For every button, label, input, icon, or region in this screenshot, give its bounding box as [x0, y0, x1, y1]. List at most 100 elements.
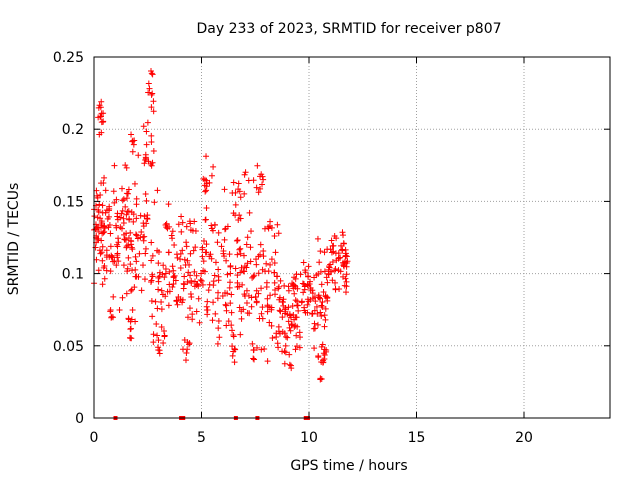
data-point — [293, 343, 300, 350]
data-point — [226, 251, 233, 258]
data-point — [114, 241, 121, 248]
data-point — [269, 335, 276, 342]
data-point — [93, 192, 100, 199]
data-point — [343, 278, 350, 285]
data-point — [149, 71, 156, 78]
data-point — [283, 333, 290, 340]
data-point — [195, 295, 202, 302]
data-point — [159, 271, 166, 278]
data-point — [138, 229, 145, 236]
data-point — [235, 186, 242, 193]
data-point — [343, 271, 350, 278]
data-point — [101, 223, 108, 230]
data-point — [245, 292, 252, 299]
data-point — [153, 321, 160, 328]
data-point — [318, 343, 325, 350]
data-point — [126, 216, 133, 223]
data-point — [258, 171, 265, 178]
data-point — [293, 332, 300, 339]
data-point — [179, 299, 186, 306]
data-point — [336, 254, 343, 261]
data-point — [309, 290, 316, 297]
data-point — [149, 313, 156, 320]
data-point — [198, 270, 205, 277]
data-point — [223, 307, 230, 314]
data-point — [170, 273, 177, 280]
data-point — [231, 359, 238, 366]
data-point — [122, 203, 129, 210]
data-point — [318, 313, 325, 320]
data-point — [260, 176, 267, 183]
data-point — [92, 244, 99, 251]
data-point — [254, 162, 261, 169]
data-point — [173, 297, 180, 304]
data-point — [235, 180, 242, 187]
data-point — [132, 266, 139, 273]
data-point — [250, 177, 257, 184]
data-point — [206, 281, 213, 288]
data-point — [215, 273, 222, 280]
data-point — [275, 283, 282, 290]
data-point — [238, 315, 245, 322]
y-tick-label: 0.1 — [62, 267, 84, 283]
y-tick-label: 0.2 — [62, 122, 84, 138]
data-point — [203, 241, 210, 248]
data-point — [175, 221, 182, 228]
data-point — [304, 309, 311, 316]
data-point — [264, 295, 271, 302]
data-point — [311, 294, 318, 301]
data-point — [140, 237, 147, 244]
data-point — [314, 235, 321, 242]
data-point — [119, 197, 126, 204]
data-point — [93, 225, 100, 232]
data-point — [158, 299, 165, 306]
data-point — [250, 273, 257, 280]
data-point — [199, 244, 206, 251]
data-point — [342, 258, 349, 265]
data-point — [211, 222, 218, 229]
data-point — [251, 356, 258, 363]
data-point — [148, 298, 155, 305]
data-point — [135, 152, 142, 159]
data-point — [123, 290, 130, 297]
data-point — [137, 212, 144, 219]
data-point — [248, 228, 255, 235]
x-tick-label: 5 — [197, 430, 206, 446]
data-point — [212, 259, 219, 266]
data-point — [110, 188, 117, 195]
data-point — [174, 301, 181, 308]
data-point — [313, 303, 320, 310]
data-point — [123, 243, 130, 250]
data-point — [132, 253, 139, 260]
data-point — [234, 251, 241, 258]
data-point — [148, 257, 155, 264]
data-point — [300, 289, 307, 296]
grid-lines — [94, 57, 610, 418]
data-point — [136, 250, 143, 257]
data-point — [236, 304, 243, 311]
data-point — [309, 287, 316, 294]
data-point — [100, 229, 107, 236]
data-point — [227, 270, 234, 277]
data-point — [118, 210, 125, 217]
data-point — [223, 302, 230, 309]
data-point — [148, 91, 155, 98]
data-point — [228, 309, 235, 316]
data-point — [244, 260, 251, 267]
data-point — [154, 247, 161, 254]
data-point — [227, 262, 234, 269]
data-point — [127, 326, 134, 333]
data-point — [317, 248, 324, 255]
data-point — [285, 287, 292, 294]
data-point — [128, 209, 135, 216]
data-point — [295, 307, 302, 314]
data-point — [329, 277, 336, 284]
x-tick-label: 20 — [515, 430, 533, 446]
data-point — [275, 323, 282, 330]
data-point — [227, 300, 234, 307]
data-point — [341, 282, 348, 289]
data-point — [236, 246, 243, 253]
data-point — [184, 257, 191, 264]
data-point — [291, 290, 298, 297]
data-point — [178, 228, 185, 235]
